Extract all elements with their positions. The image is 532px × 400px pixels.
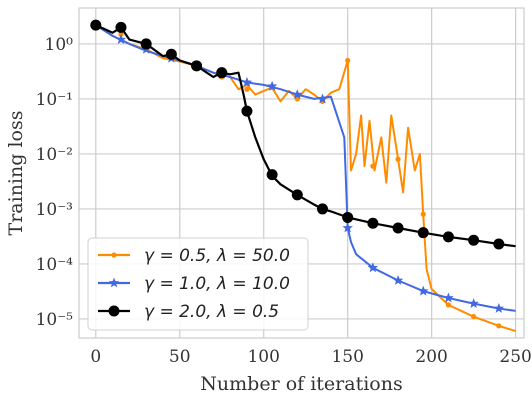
series-1-point [420,211,426,217]
series-3-point [165,48,177,60]
series-3-point [342,211,354,223]
series-3-point [90,19,102,31]
series-2-point [418,285,429,296]
y-tick-label: 10⁻⁵ [36,310,74,330]
legend-marker [108,305,120,317]
series-3-point [316,203,328,215]
x-axis-ticks: 0 50 100 150 200 250 [90,347,531,367]
legend-item: γ = 0.5, λ = 50.0 [98,246,290,266]
x-tick-label: 200 [415,347,447,367]
series-2-line [95,24,516,312]
series-3-point [266,169,278,181]
series-1-point [244,86,250,92]
series-3-point [367,217,379,229]
y-axis-ticks: 10⁻⁵ 10⁻⁴ 10⁻³ 10⁻² 10⁻¹ 10⁰ [36,35,74,330]
series-1-point [496,323,502,329]
series-3-point [115,21,127,33]
x-axis-label: Number of iterations [200,373,402,395]
legend-item: γ = 2.0, λ = 0.5 [98,302,279,322]
series-2-point [292,89,303,99]
legend-marker [111,252,117,258]
series-3-point [493,238,505,250]
series-3-point [241,105,253,117]
series-2-point [115,34,127,44]
series-1-point [345,57,351,64]
series-1-point [471,314,477,320]
series-2-point [493,303,504,313]
series-group [90,19,516,333]
series-2-point [266,80,278,91]
series-1-point [445,302,452,308]
x-tick-label: 250 [499,347,531,367]
series-2-point [342,222,353,233]
y-tick-label: 10⁻² [36,145,73,165]
x-tick-label: 50 [169,347,191,367]
y-tick-label: 10⁰ [45,35,74,55]
x-tick-label: 100 [247,347,279,367]
legend-box [87,237,309,331]
series-2-point [468,298,479,308]
series-3-point [191,60,203,72]
x-tick-label: 0 [90,347,101,367]
series-3-point [140,38,152,50]
series-2-point [367,262,379,273]
y-tick-label: 10⁻³ [36,200,73,220]
series-2-point [392,275,404,285]
y-tick-label: 10⁻¹ [36,90,73,110]
series-3-point [216,67,228,79]
series-2-point [443,292,454,303]
series-2-point [241,76,253,87]
plot-frame [78,7,525,339]
legend: γ = 0.5, λ = 50.0 γ = 1.0, λ = 10.0 γ = 2.… [87,237,309,331]
series-3-point [417,227,429,239]
y-tick-label: 10⁻⁴ [36,255,74,275]
series-3-point [468,234,480,246]
legend-label: γ = 1.0, λ = 10.0 [144,274,290,294]
y-axis-label: Training loss [5,111,27,236]
series-3 [90,19,516,250]
legend-label: γ = 0.5, λ = 50.0 [144,246,290,266]
series-3-point [392,222,404,234]
series-1-point [370,163,376,169]
series-1-point [395,156,401,162]
series-3-point [442,231,454,243]
series-2-point [317,93,328,104]
series-3-point [291,189,303,201]
x-tick-label: 150 [331,347,363,367]
legend-item: γ = 1.0, λ = 10.0 [98,274,290,294]
legend-marker [108,277,120,288]
legend-label: γ = 2.0, λ = 0.5 [144,302,279,322]
